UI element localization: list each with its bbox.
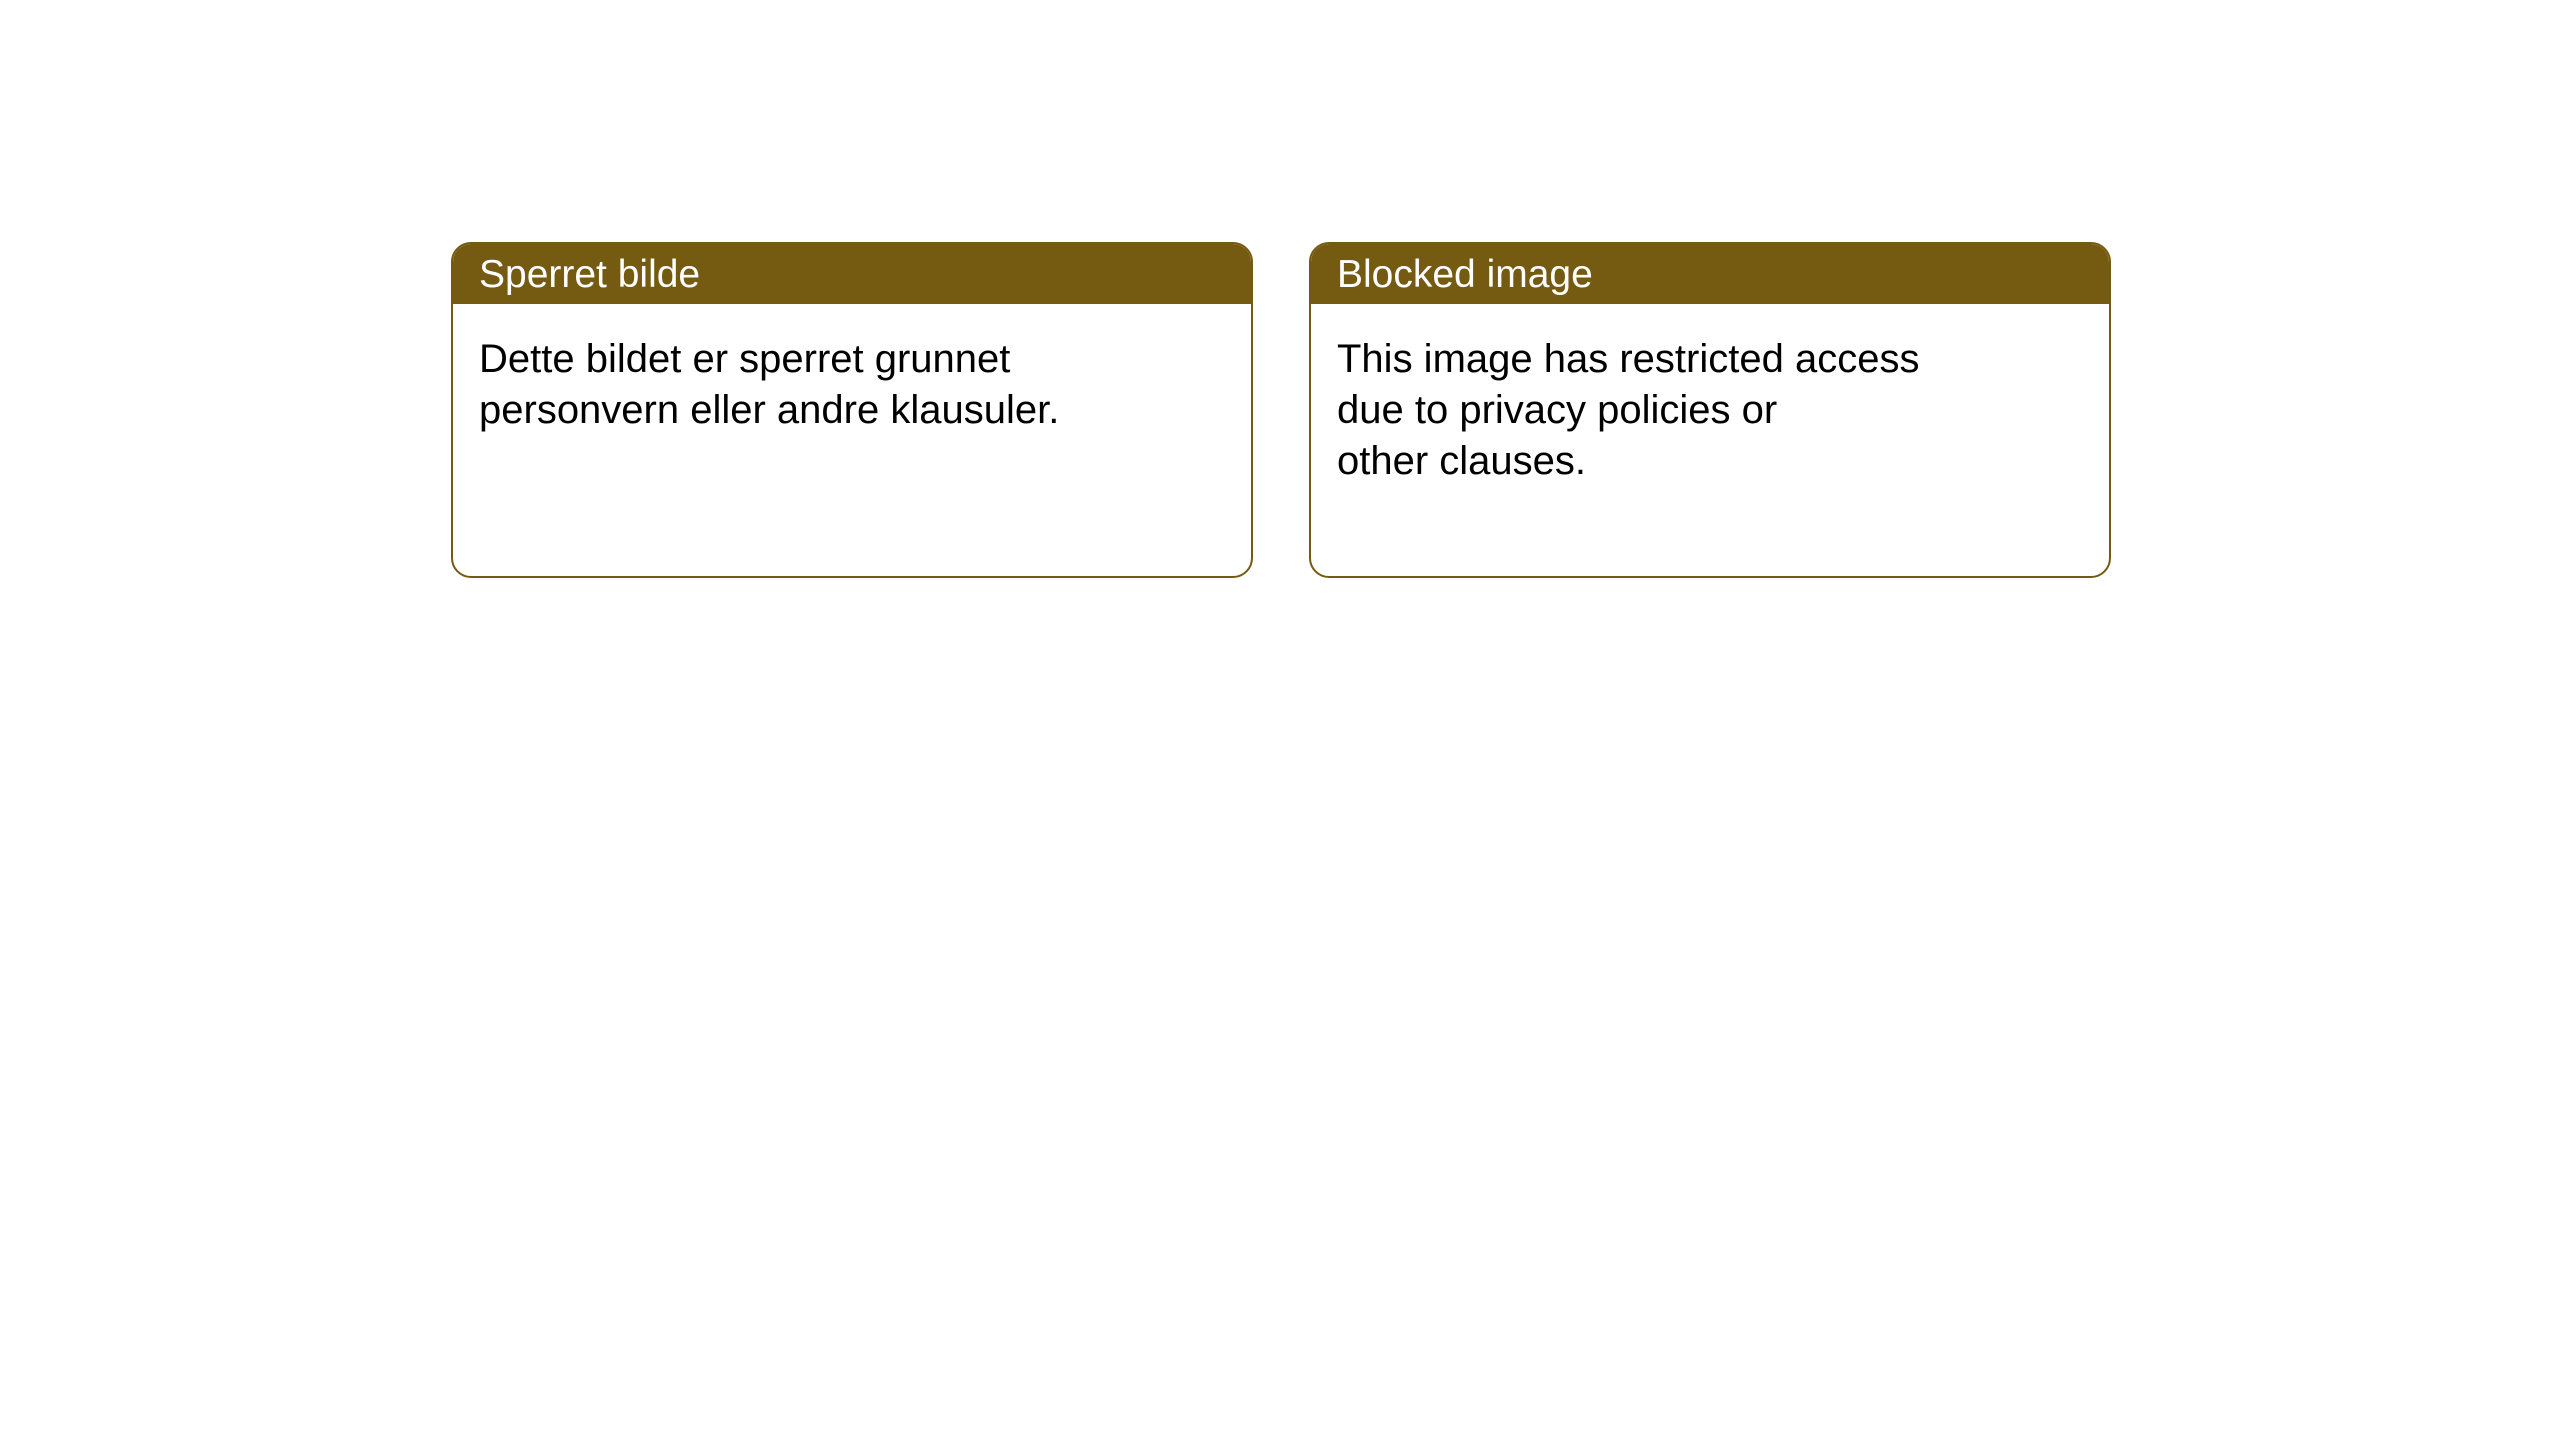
card-title-en: Blocked image xyxy=(1337,253,1593,296)
card-header-en: Blocked image xyxy=(1311,244,2109,304)
blocked-image-card-no: Sperret bilde Dette bildet er sperret gr… xyxy=(451,242,1253,578)
card-row: Sperret bilde Dette bildet er sperret gr… xyxy=(451,242,2111,578)
card-body-en: This image has restricted access due to … xyxy=(1311,304,2109,508)
card-header-no: Sperret bilde xyxy=(453,244,1251,304)
blocked-image-card-en: Blocked image This image has restricted … xyxy=(1309,242,2111,578)
card-body-no: Dette bildet er sperret grunnet personve… xyxy=(453,304,1251,456)
card-title-no: Sperret bilde xyxy=(479,253,700,296)
page: Sperret bilde Dette bildet er sperret gr… xyxy=(0,0,2560,1440)
